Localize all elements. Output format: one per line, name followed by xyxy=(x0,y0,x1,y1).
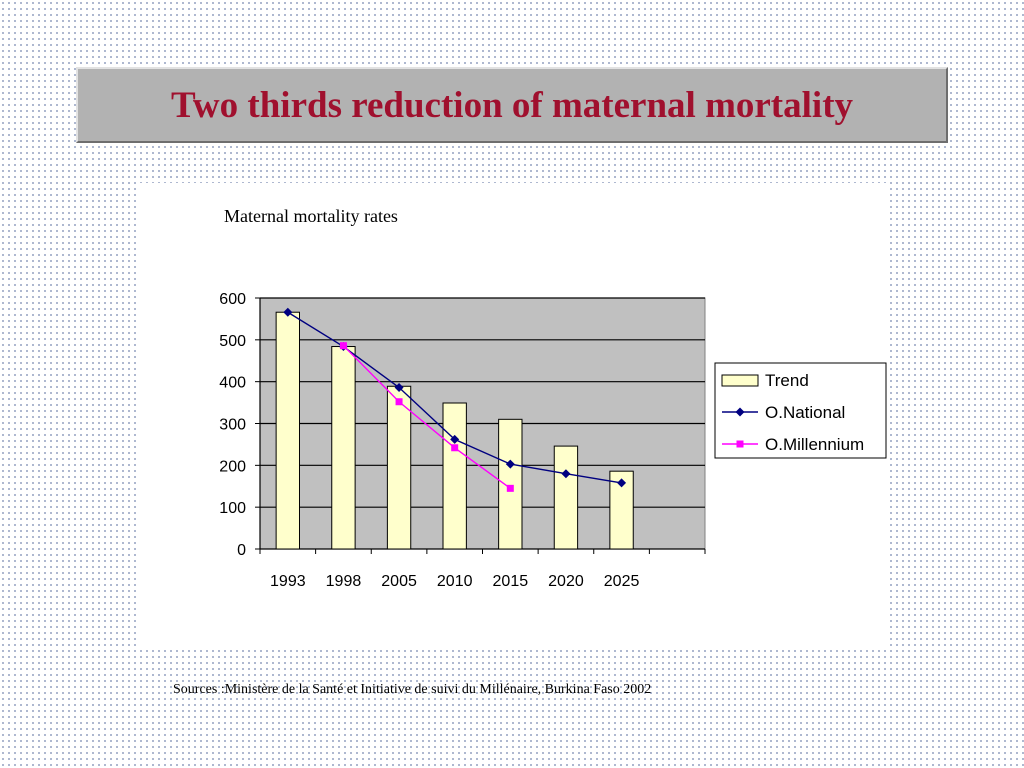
chart-panel: Maternal mortality rates 0 100 200 300 400 500… xyxy=(138,183,890,646)
legend-label: O.National xyxy=(765,403,845,422)
y-tick-label: 0 xyxy=(237,542,246,559)
y-tick-label: 400 xyxy=(219,375,246,392)
y-tick-label: 200 xyxy=(219,458,246,475)
data-point xyxy=(617,478,627,488)
data-point xyxy=(450,434,460,444)
legend-marker xyxy=(735,407,745,417)
chart-title: Maternal mortality rates xyxy=(224,206,398,226)
data-point xyxy=(283,307,293,317)
chart-svg: Maternal mortality rates 0 100 200 300 400 500… xyxy=(219,206,887,590)
bar xyxy=(331,346,356,550)
x-tick-label: 2015 xyxy=(493,573,529,590)
x-tick-label: 2010 xyxy=(437,573,473,590)
bar xyxy=(498,418,523,550)
bar xyxy=(553,445,579,550)
y-tick-label: 600 xyxy=(219,291,246,308)
data-point xyxy=(506,484,514,492)
source-note: Sources :Ministère de la Santé et Initia… xyxy=(173,682,652,697)
x-tick-label: 2005 xyxy=(381,573,417,590)
data-point xyxy=(394,383,404,393)
y-tick-label: 300 xyxy=(219,417,246,434)
legend-marker xyxy=(736,440,744,448)
series-line xyxy=(342,345,511,489)
data-point xyxy=(561,469,571,479)
data-point xyxy=(395,398,403,406)
y-tick-label: 500 xyxy=(219,333,246,350)
bar xyxy=(609,470,634,550)
y-tick-label: 100 xyxy=(219,500,246,517)
slide-title: Two thirds reduction of maternal mortali… xyxy=(170,84,854,126)
legend-label: O.Millennium xyxy=(765,435,864,454)
legend-label: Trend xyxy=(765,371,809,390)
data-point xyxy=(505,459,515,469)
x-tick-label: 1998 xyxy=(326,573,362,590)
x-tick-label: 1993 xyxy=(270,573,306,590)
bar xyxy=(275,311,300,550)
data-point xyxy=(339,342,347,350)
bar xyxy=(442,402,467,550)
title-banner: Two thirds reduction of maternal mortali… xyxy=(76,67,948,143)
data-point xyxy=(451,444,459,452)
bar xyxy=(386,385,412,550)
x-tick-label: 2025 xyxy=(604,573,640,590)
x-tick-label: 2020 xyxy=(548,573,584,590)
legend-swatch xyxy=(721,374,759,387)
